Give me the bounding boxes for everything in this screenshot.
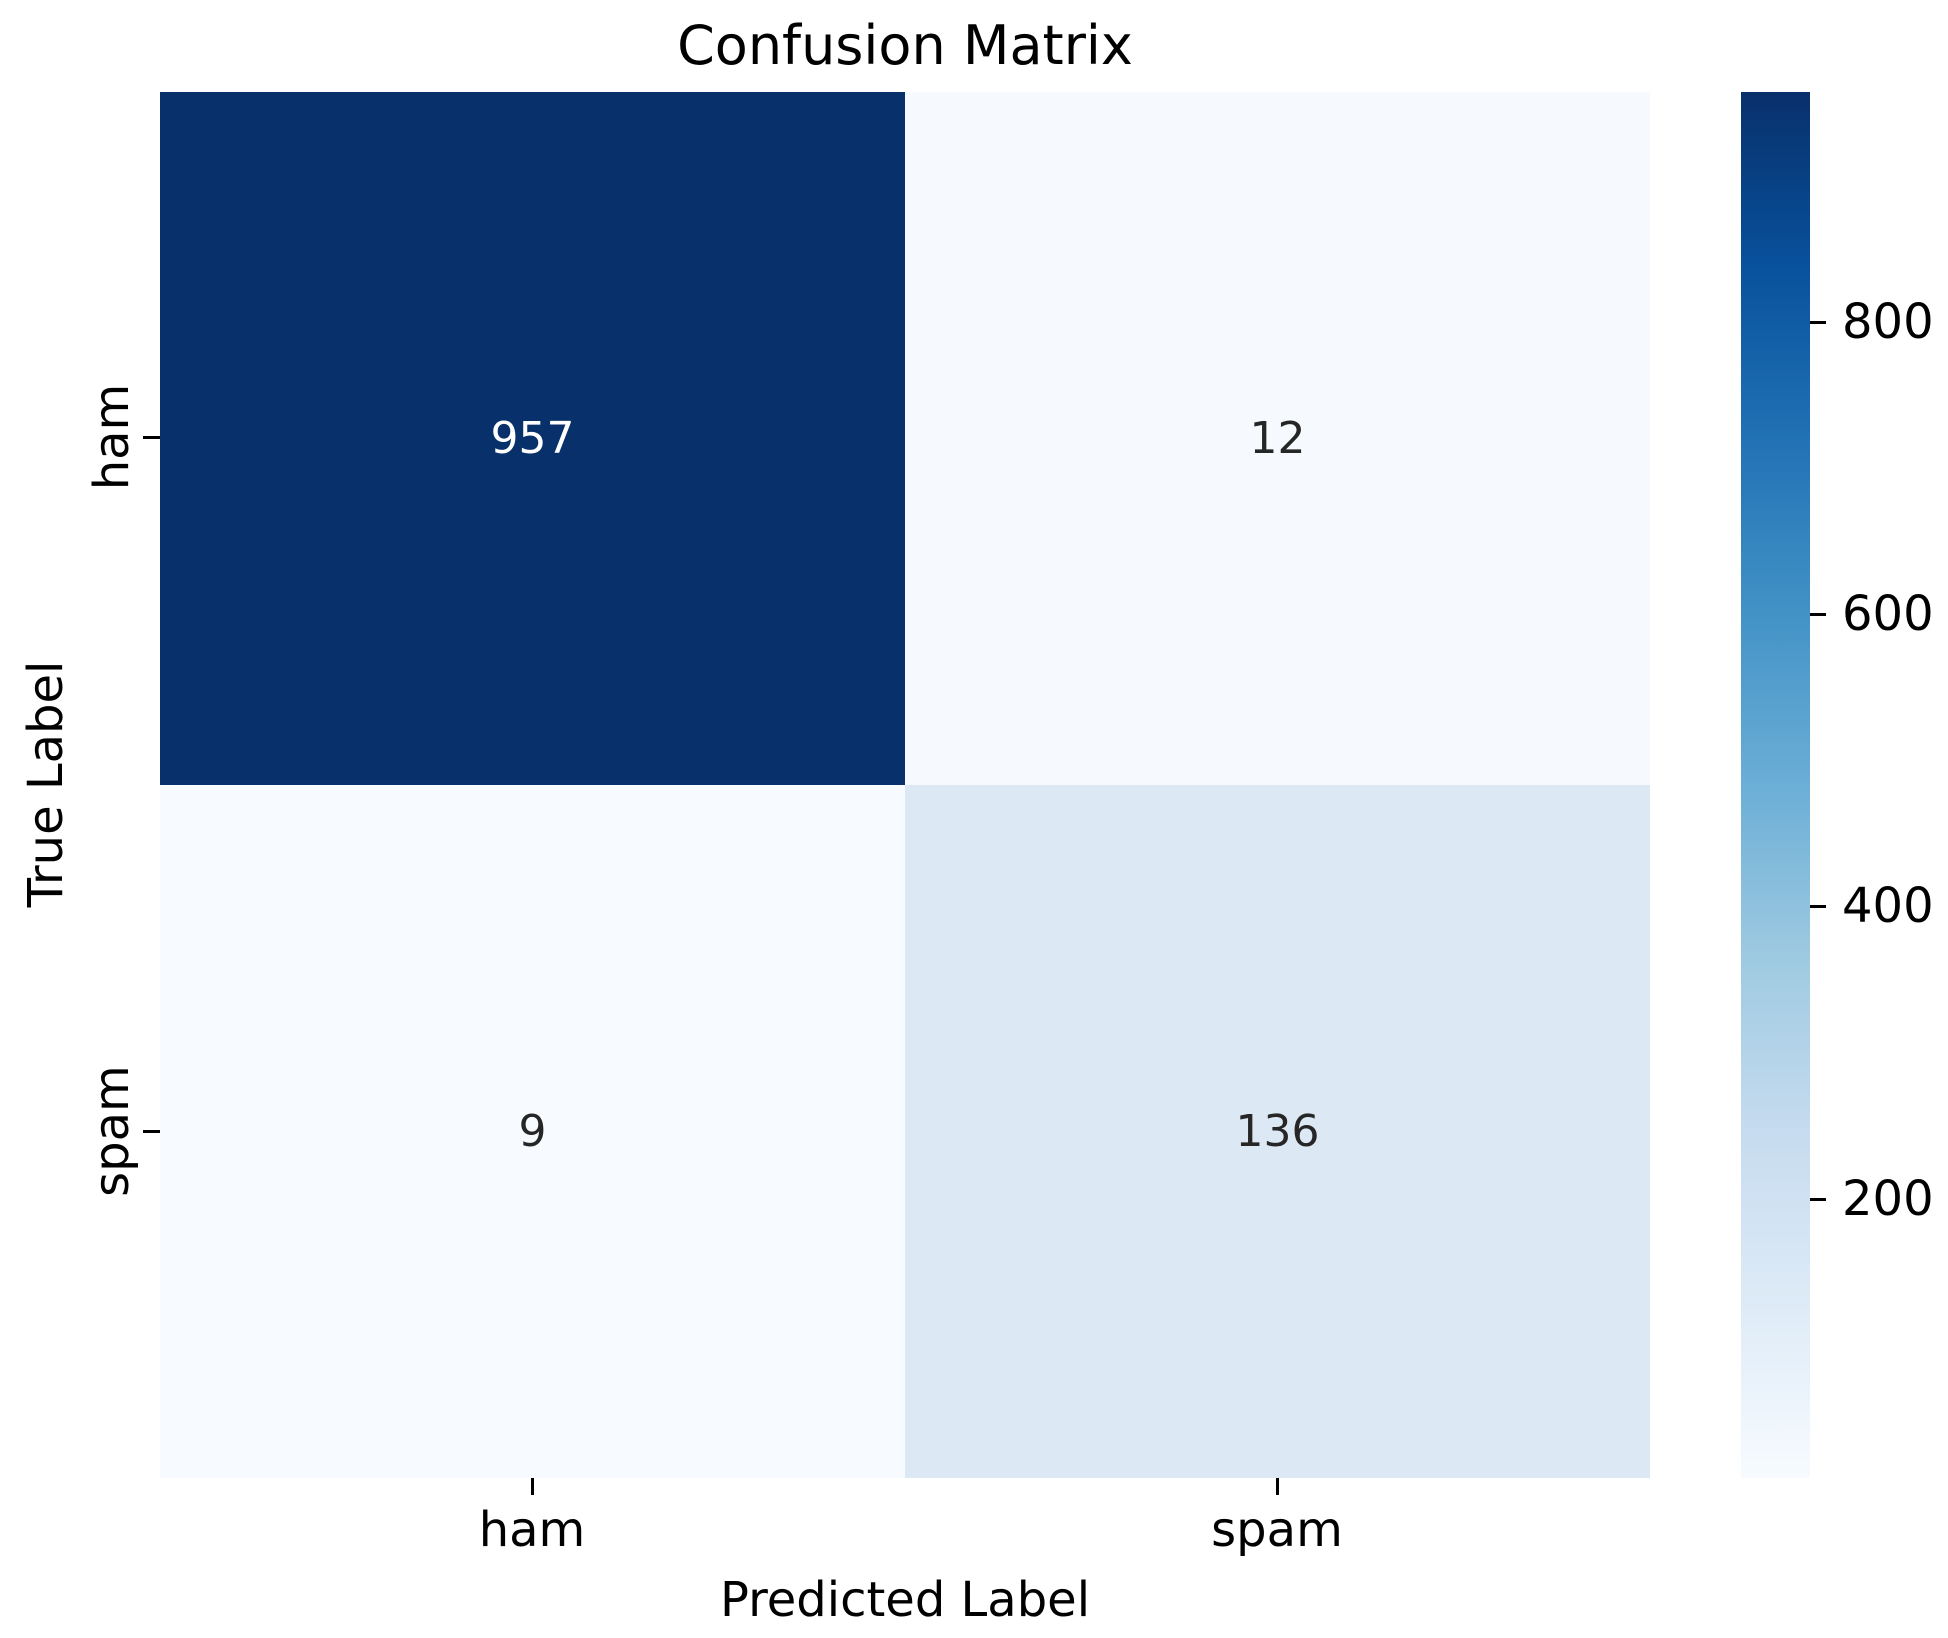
chart-title: Confusion Matrix [677,14,1133,77]
y-tick-mark-spam [143,1130,160,1133]
x-axis-label: Predicted Label [719,1572,1091,1628]
cell-true-ham-pred-spam: 12 [905,92,1650,785]
y-tick-label-spam: spam [84,1065,140,1197]
colorbar [1741,92,1810,1478]
colorbar-tick-label-400: 400 [1842,878,1934,934]
y-tick-mark-ham [143,436,160,439]
y-axis-label: True Label [18,660,74,908]
colorbar-tick-mark-600 [1810,613,1826,616]
cell-true-spam-pred-ham: 9 [160,785,905,1478]
colorbar-tick-label-800: 800 [1842,294,1934,350]
colorbar-tick-label-200: 200 [1842,1171,1934,1227]
x-tick-label-spam: spam [1211,1502,1343,1558]
x-tick-label-ham: ham [478,1502,586,1558]
cell-true-spam-pred-spam: 136 [905,785,1650,1478]
x-tick-mark-spam [1276,1478,1279,1495]
colorbar-tick-mark-800 [1810,321,1826,324]
colorbar-tick-mark-400 [1810,905,1826,908]
x-tick-mark-ham [531,1478,534,1495]
y-tick-label-ham: ham [84,383,140,491]
heatmap: 957 12 9 136 [160,92,1650,1478]
cell-true-ham-pred-ham: 957 [160,92,905,785]
colorbar-tick-label-600: 600 [1842,586,1934,642]
colorbar-tick-mark-200 [1810,1198,1826,1201]
